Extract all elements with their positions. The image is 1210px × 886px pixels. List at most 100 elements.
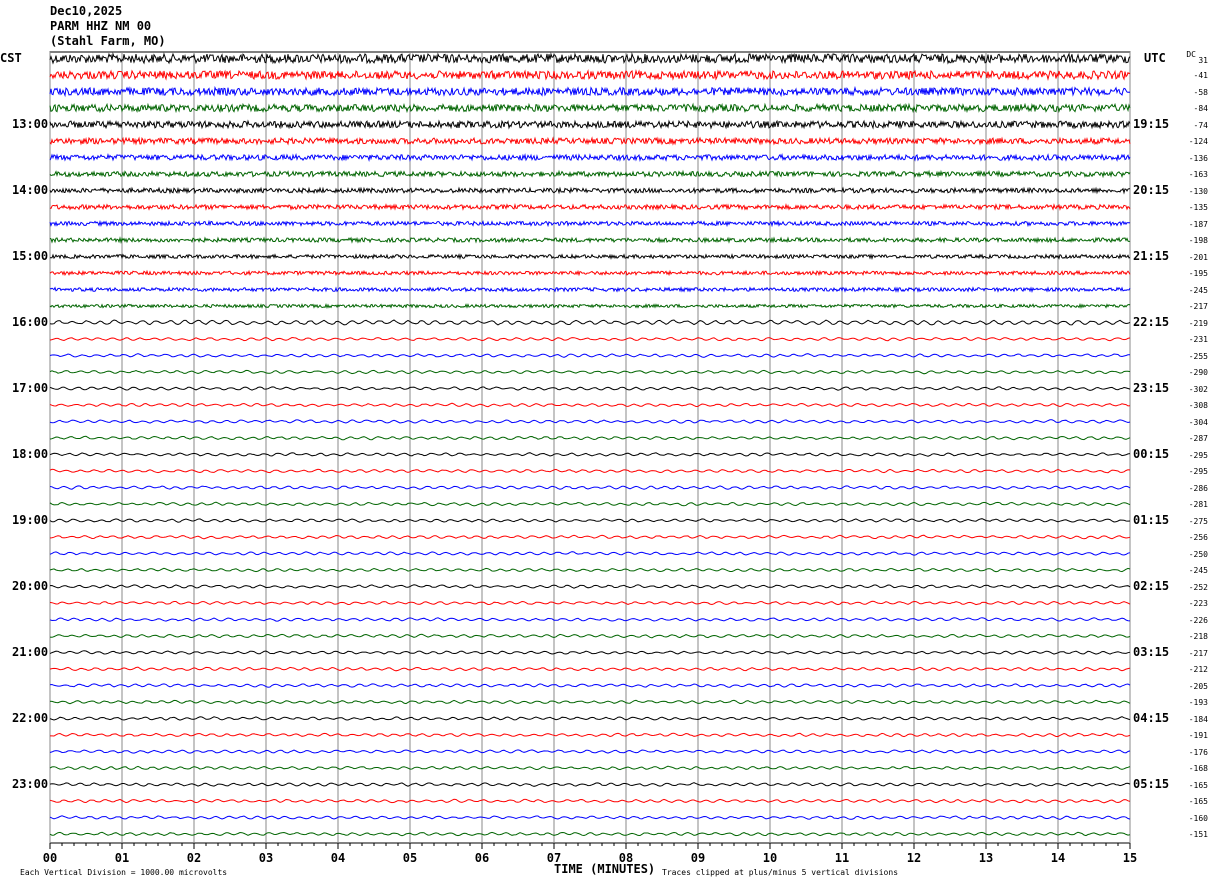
seismic-trace: [49, 319, 1131, 326]
dc-offset-label: -219: [1188, 318, 1208, 328]
dc-offset-label: -195: [1188, 269, 1208, 278]
x-tick-label: 04: [331, 851, 345, 865]
dc-offset-label: -165: [1188, 797, 1208, 806]
left-time-label: 16:00: [12, 314, 49, 329]
left-time-label: 23:00: [12, 776, 49, 791]
seismic-trace: [49, 85, 1131, 98]
dc-offset-label: -84: [1193, 104, 1208, 113]
seismic-trace: [49, 567, 1131, 573]
seismic-trace: [49, 650, 1131, 655]
seismic-trace: [49, 617, 1131, 622]
seismic-trace: [49, 798, 1131, 804]
x-tick-label: 01: [115, 851, 129, 865]
dc-offset-label: -205: [1188, 681, 1208, 691]
dc-offset-label: -130: [1188, 186, 1208, 196]
left-time-label: 18:00: [12, 446, 49, 461]
clip-note: Traces clipped at plus/minus 5 vertical …: [662, 868, 899, 877]
x-axis-title: TIME (MINUTES): [554, 862, 656, 876]
left-time-label: 20:00: [12, 578, 49, 593]
seismic-trace: [49, 186, 1130, 195]
dc-offset-label: -41: [1193, 71, 1208, 80]
right-time-label: 03:15: [1133, 644, 1170, 659]
dc-offset-label: -245: [1188, 566, 1208, 575]
x-tick-label: 05: [403, 851, 417, 865]
seismic-trace: [49, 666, 1131, 672]
seismic-trace: [49, 485, 1131, 490]
seismic-trace: [49, 699, 1131, 705]
dc-offset-label: -176: [1188, 747, 1208, 757]
dc-offset-label: -231: [1188, 335, 1208, 344]
seismic-trace: [49, 831, 1131, 837]
seismic-trace: [49, 169, 1131, 179]
dc-offset-label: -308: [1188, 401, 1208, 410]
dc-offset-label: -304: [1188, 417, 1208, 427]
x-tick-label: 11: [835, 851, 849, 865]
dc-offset-label: -256: [1188, 533, 1208, 542]
left-time-label: 14:00: [12, 182, 49, 197]
dc-offset-label: -136: [1188, 153, 1208, 163]
seismic-trace: [49, 815, 1131, 820]
seismic-trace: [49, 136, 1131, 146]
right-time-label: UTC: [1144, 50, 1166, 65]
dc-offset-label: -218: [1188, 632, 1208, 641]
dc-offset-label: -223: [1188, 599, 1208, 608]
seismic-trace: [49, 468, 1131, 474]
left-time-label: 19:00: [12, 512, 49, 527]
dc-offset-label: -212: [1188, 665, 1208, 674]
right-time-label: 19:15: [1133, 116, 1170, 131]
dc-offset-label: -163: [1188, 170, 1208, 179]
seismic-trace: [49, 52, 1131, 65]
seismic-trace: [49, 633, 1131, 639]
scale-note: Each Vertical Division = 1000.00 microvo…: [20, 868, 228, 877]
dc-offset-label: -184: [1188, 714, 1208, 724]
dc-offset-label: -165: [1188, 780, 1208, 790]
dc-header: DC: [1186, 50, 1196, 59]
seismic-trace: [49, 716, 1131, 721]
seismic-trace: [49, 386, 1131, 391]
seismic-trace: [49, 452, 1131, 457]
dc-offset-label: -193: [1188, 698, 1208, 707]
date-label: Dec10,2025: [50, 4, 123, 18]
dc-offset-label: -226: [1188, 615, 1208, 625]
dc-offset-label: -250: [1188, 549, 1208, 559]
x-tick-label: 10: [763, 851, 777, 865]
x-tick-label: 08: [619, 851, 633, 865]
dc-offset-label: -124: [1188, 137, 1208, 146]
seismic-trace: [49, 69, 1131, 81]
dc-offset-label: -255: [1188, 351, 1208, 361]
seismic-trace: [49, 202, 1131, 211]
seismic-trace: [49, 765, 1131, 771]
dc-offset-label: -160: [1188, 813, 1208, 823]
seismic-trace: [49, 336, 1131, 342]
seismic-trace: [49, 782, 1131, 787]
x-tick-label: 12: [907, 851, 921, 865]
x-tick-label: 03: [259, 851, 273, 865]
right-time-label: 23:15: [1133, 380, 1170, 395]
x-tick-label: 09: [691, 851, 705, 865]
seismic-trace: [49, 501, 1131, 507]
left-time-label: 21:00: [12, 644, 49, 659]
right-time-label: 22:15: [1133, 314, 1170, 329]
seismic-trace: [49, 419, 1131, 424]
dc-offset-label: -295: [1188, 450, 1208, 460]
seismic-trace: [49, 269, 1131, 277]
dc-offset-label: 31: [1198, 55, 1208, 65]
dc-offset-label: -252: [1188, 582, 1208, 592]
seismic-trace: [49, 236, 1131, 244]
dc-offset-label: -295: [1188, 467, 1208, 476]
dc-offset-label: -187: [1188, 219, 1208, 229]
right-time-label: 21:15: [1133, 248, 1170, 263]
seismic-trace: [49, 534, 1131, 540]
seismic-trace: [49, 402, 1131, 408]
seismic-trace: [50, 732, 1131, 738]
left-time-label: 22:00: [12, 710, 49, 725]
seismic-trace: [49, 435, 1131, 441]
left-time-label: CST: [0, 50, 22, 65]
dc-offset-label: -217: [1188, 648, 1208, 658]
dc-offset-label: -201: [1188, 252, 1208, 262]
dc-offset-label: -275: [1188, 516, 1208, 526]
seismic-trace: [49, 600, 1131, 606]
left-time-label: 17:00: [12, 380, 49, 395]
dc-offset-label: -245: [1188, 285, 1208, 295]
